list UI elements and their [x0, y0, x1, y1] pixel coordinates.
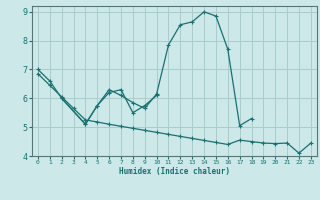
X-axis label: Humidex (Indice chaleur): Humidex (Indice chaleur) — [119, 167, 230, 176]
